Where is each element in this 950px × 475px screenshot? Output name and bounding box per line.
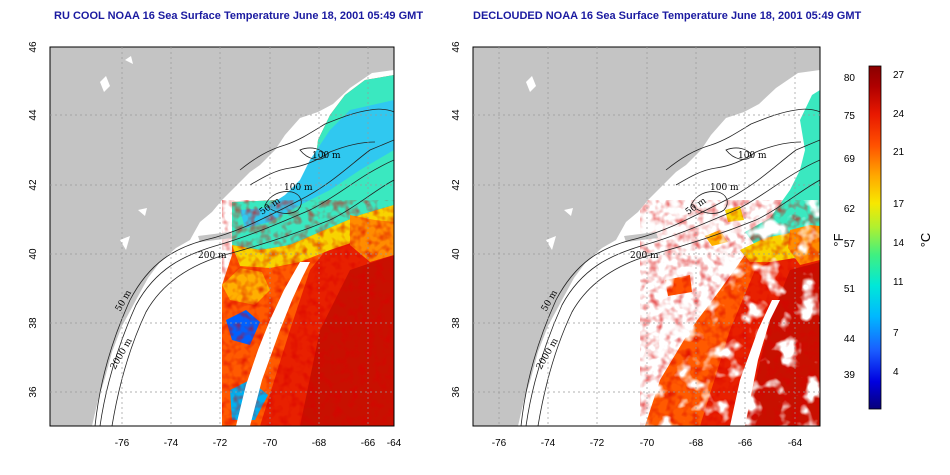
tick-label: -76 xyxy=(115,438,130,449)
right-map-title: DECLOUDED NOAA 16 Sea Surface Temperatur… xyxy=(473,10,862,22)
celsius-label: °C xyxy=(918,233,933,248)
fahrenheit-tick: 57 xyxy=(844,239,856,250)
tick-label: -70 xyxy=(263,438,278,449)
tick-label: 38 xyxy=(28,317,39,329)
left-map-title: RU COOL NOAA 16 Sea Surface Temperature … xyxy=(54,10,424,22)
celsius-tick: 14 xyxy=(893,238,905,249)
tick-label: -66 xyxy=(361,438,376,449)
svg-text:200 m: 200 m xyxy=(630,251,659,261)
celsius-tick: 4 xyxy=(893,367,899,378)
celsius-tick: 27 xyxy=(893,70,905,81)
left-x-axis-labels: -76 -74 -72 -70 -68 -66 -64 xyxy=(115,438,402,449)
left-land-mass xyxy=(50,47,394,426)
tick-label: 46 xyxy=(451,41,462,53)
fahrenheit-tick: 75 xyxy=(844,111,856,122)
tick-label: 40 xyxy=(451,248,462,260)
right-land-mass xyxy=(473,47,820,426)
tick-label: -72 xyxy=(590,438,605,449)
fahrenheit-tick: 62 xyxy=(844,204,856,215)
colorbar-gradient xyxy=(868,65,882,410)
tick-label: -76 xyxy=(492,438,507,449)
right-bathymetry-contours xyxy=(520,108,820,426)
tick-label: 42 xyxy=(451,179,462,191)
fahrenheit-tick: 44 xyxy=(844,334,856,345)
svg-text:100 m: 100 m xyxy=(710,183,739,193)
tick-label: -66 xyxy=(738,438,753,449)
right-x-axis-labels: -76 -74 -72 -70 -68 -66 -64 xyxy=(492,438,803,449)
tick-label: -74 xyxy=(541,438,556,449)
fahrenheit-scale: 80 75 69 62 57 51 44 39 xyxy=(844,73,856,381)
tick-label: 44 xyxy=(451,109,462,121)
right-sst-field xyxy=(640,48,820,426)
right-y-axis-labels: 46 44 42 40 38 36 xyxy=(451,41,462,398)
celsius-tick: 21 xyxy=(893,147,905,158)
tick-label: 44 xyxy=(28,109,39,121)
svg-text:200 m: 200 m xyxy=(198,251,227,261)
right-grid-lines xyxy=(473,47,820,426)
svg-text:100 m: 100 m xyxy=(284,183,313,193)
fahrenheit-label: °F xyxy=(831,233,846,246)
left-grid-lines xyxy=(50,47,394,426)
left-y-axis-labels: 46 44 42 40 38 36 xyxy=(28,41,39,398)
celsius-scale: 27 24 21 17 14 11 7 4 xyxy=(893,70,905,378)
celsius-tick: 17 xyxy=(893,199,905,210)
right-map-panel: 100 m 100 m 50 m 200 m 50 m 2000 m xyxy=(472,46,821,427)
tick-label: -64 xyxy=(387,438,402,449)
left-map-panel: 100 m 100 m 50 m 200 m 50 m 2000 m xyxy=(49,46,395,427)
tick-label: 40 xyxy=(28,248,39,260)
tick-label: -74 xyxy=(164,438,179,449)
tick-label: 38 xyxy=(451,317,462,329)
tick-label: 36 xyxy=(451,386,462,398)
tick-label: -70 xyxy=(640,438,655,449)
tick-label: 46 xyxy=(28,41,39,53)
tick-label: -72 xyxy=(213,438,228,449)
fahrenheit-tick: 51 xyxy=(844,284,856,295)
tick-label: -68 xyxy=(689,438,704,449)
svg-text:100 m: 100 m xyxy=(738,151,767,161)
celsius-tick: 24 xyxy=(893,109,905,120)
tick-label: -68 xyxy=(312,438,327,449)
tick-label: -64 xyxy=(788,438,803,449)
fahrenheit-tick: 80 xyxy=(844,73,856,84)
celsius-tick: 11 xyxy=(893,277,904,288)
left-bathymetry-contours xyxy=(94,108,394,426)
fahrenheit-tick: 39 xyxy=(844,370,856,381)
svg-text:100 m: 100 m xyxy=(312,151,341,161)
fahrenheit-tick: 69 xyxy=(844,154,856,165)
tick-label: 42 xyxy=(28,179,39,191)
celsius-tick: 7 xyxy=(893,328,899,339)
temperature-colorbar: 80 75 69 62 57 51 44 39 27 24 21 17 14 1… xyxy=(831,65,933,410)
tick-label: 36 xyxy=(28,386,39,398)
